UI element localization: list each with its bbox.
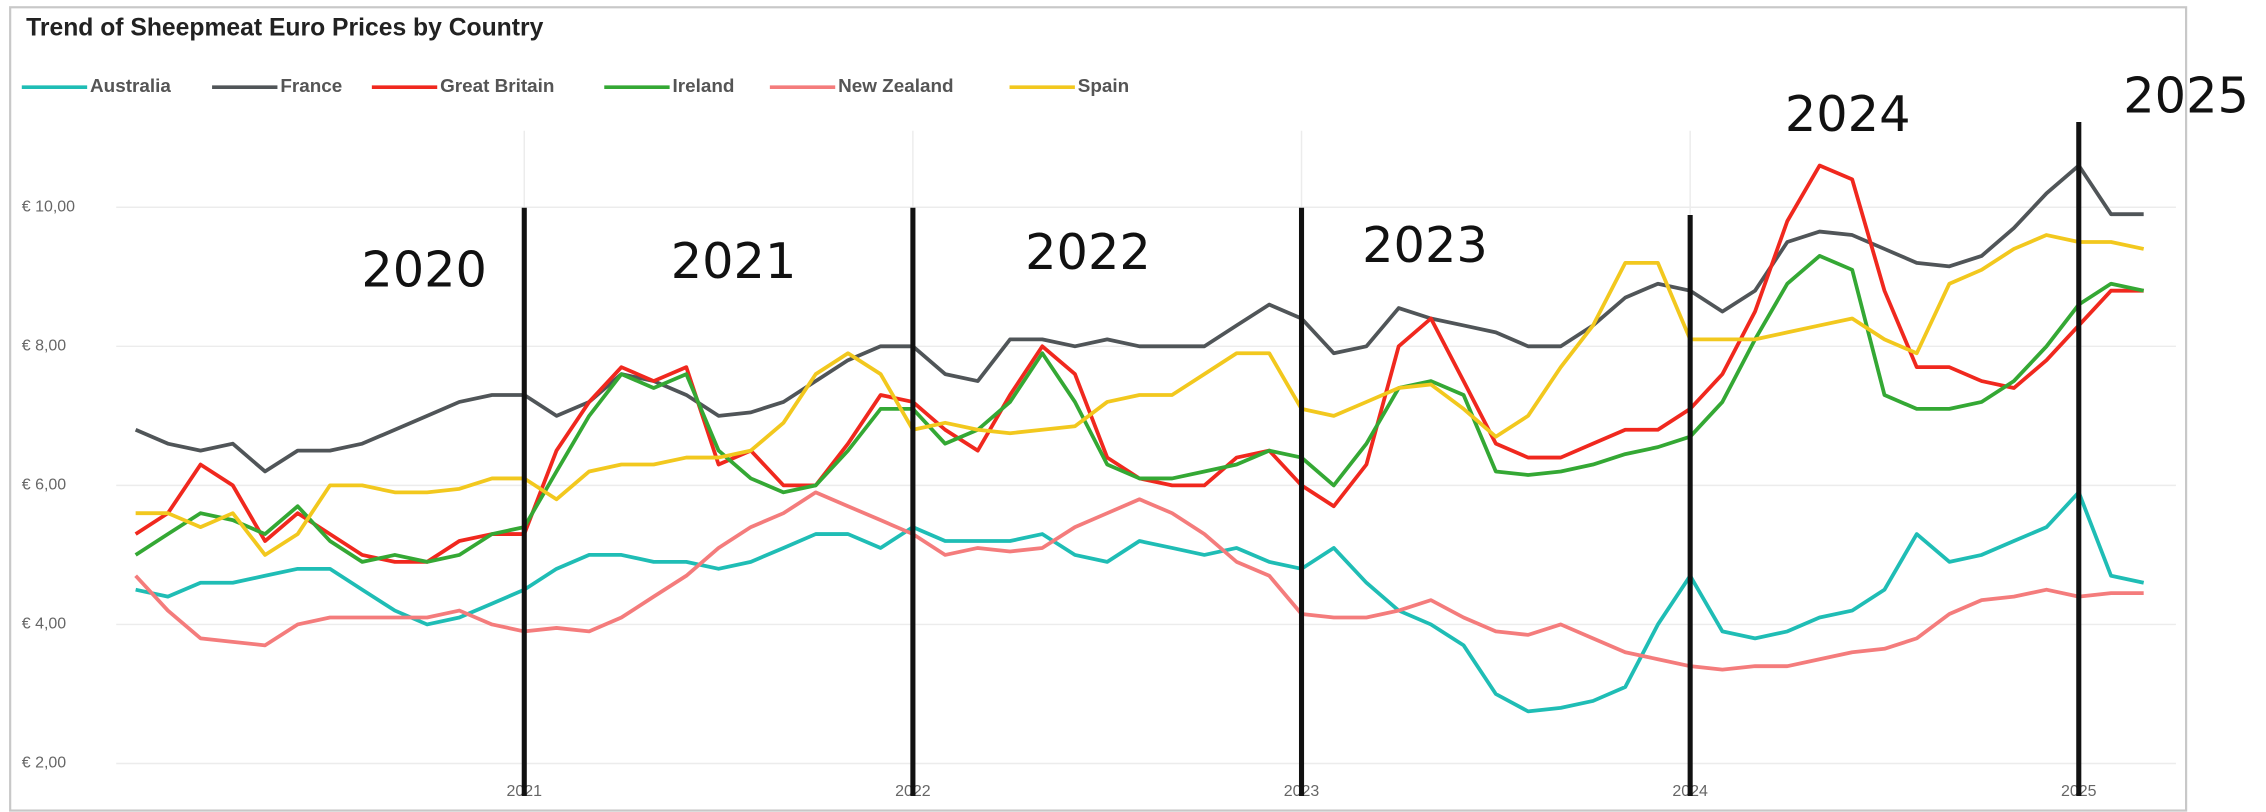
year-label: 2023 [1362, 216, 1488, 274]
series-line [134, 490, 2144, 672]
year-label: 2024 [1785, 85, 1911, 143]
legend-label: Ireland [673, 76, 735, 97]
series-line [135, 233, 2145, 557]
year-label: 2021 [671, 232, 797, 290]
chart-title: Trend of Sheepmeat Euro Prices by Countr… [26, 15, 543, 42]
series-line [135, 490, 2145, 714]
legend-label: France [280, 76, 342, 97]
series-line [134, 254, 2145, 564]
y-tick-label: € 10,00 [22, 198, 75, 215]
legend-label: Great Britain [440, 76, 554, 97]
legend-label: New Zealand [838, 76, 953, 97]
y-tick-label: € 8,00 [22, 338, 67, 355]
y-tick-label: € 4,00 [22, 616, 67, 633]
year-label: 2022 [1025, 223, 1151, 281]
legend-label: Spain [1078, 76, 1129, 97]
y-tick-label: € 6,00 [22, 477, 67, 494]
year-label: 2025 [2123, 66, 2249, 124]
y-tick-label: € 2,00 [22, 755, 67, 772]
year-label: 2020 [361, 241, 487, 299]
series-line [134, 163, 2144, 474]
legend-label: Australia [90, 76, 171, 97]
